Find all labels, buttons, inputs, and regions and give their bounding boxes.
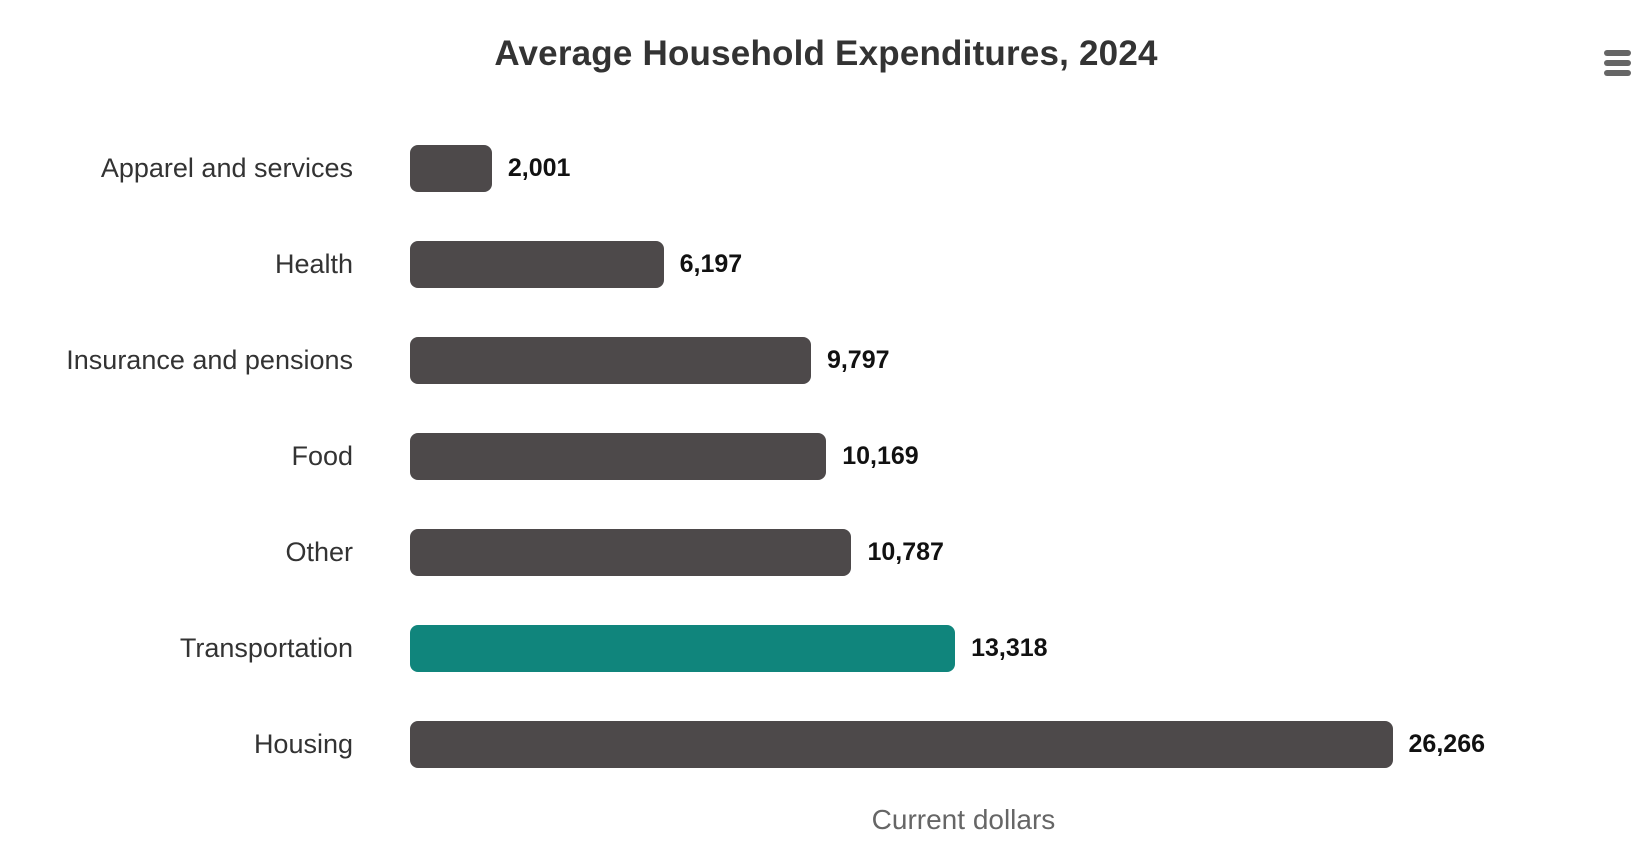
bar-row: Insurance and pensions 9,797 bbox=[0, 312, 1652, 408]
bar-row: Food 10,169 bbox=[0, 408, 1652, 504]
bar-track: 6,197 bbox=[410, 240, 1485, 288]
bar-track: 13,318 bbox=[410, 624, 1485, 672]
bar-row: Apparel and services 2,001 bbox=[0, 120, 1652, 216]
chart-export-menu-button[interactable] bbox=[1600, 44, 1634, 82]
bar-apparel-and-services[interactable] bbox=[410, 144, 492, 192]
bar-row: Other 10,787 bbox=[0, 504, 1652, 600]
bar-row: Health 6,197 bbox=[0, 216, 1652, 312]
value-label: 26,266 bbox=[1408, 729, 1485, 758]
bar-track: 10,169 bbox=[410, 432, 1485, 480]
value-label: 6,197 bbox=[679, 249, 743, 278]
bar-track: 26,266 bbox=[410, 720, 1485, 768]
value-label: 10,787 bbox=[867, 537, 944, 566]
value-label: 2,001 bbox=[507, 153, 571, 182]
plot-area: Apparel and services 2,001 Health 6,197 Insu… bbox=[0, 120, 1652, 792]
bar-track: 9,797 bbox=[410, 336, 1485, 384]
bar-insurance-and-pensions[interactable] bbox=[410, 336, 811, 384]
category-label: Other bbox=[285, 536, 353, 567]
bar-housing[interactable] bbox=[410, 720, 1393, 768]
bar-row: Housing 26,266 bbox=[0, 696, 1652, 792]
value-label: 9,797 bbox=[826, 345, 890, 374]
bar-food[interactable] bbox=[410, 432, 827, 480]
bar-track: 10,787 bbox=[410, 528, 1485, 576]
category-label: Health bbox=[274, 248, 353, 279]
chart-title: Average Household Expenditures, 2024 bbox=[494, 34, 1158, 73]
category-label: Insurance and pensions bbox=[66, 344, 353, 375]
bar-track: 2,001 bbox=[410, 144, 1485, 192]
bar-transportation[interactable] bbox=[410, 624, 956, 672]
x-axis-title: Current dollars bbox=[871, 804, 1056, 835]
bar-row: Transportation 13,318 bbox=[0, 600, 1652, 696]
category-label: Transportation bbox=[179, 632, 353, 663]
value-label: 10,169 bbox=[842, 441, 919, 470]
bar-health[interactable] bbox=[410, 240, 664, 288]
value-label: 13,318 bbox=[971, 633, 1048, 662]
hamburger-menu-icon bbox=[1602, 50, 1632, 76]
bar-other[interactable] bbox=[410, 528, 852, 576]
category-label: Housing bbox=[253, 728, 353, 759]
category-label: Apparel and services bbox=[100, 152, 353, 183]
category-label: Food bbox=[291, 440, 353, 471]
